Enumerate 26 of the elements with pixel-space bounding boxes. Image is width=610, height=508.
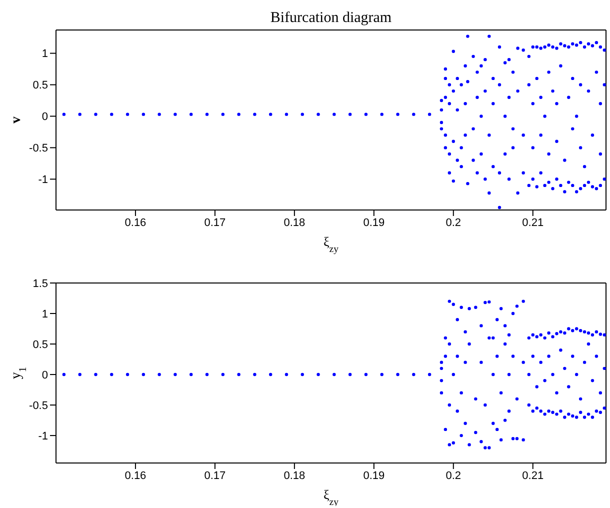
x-tick-label: 0.17 [204,470,226,482]
y-tick-label: 0.5 [32,80,48,92]
y-axis-title: v [9,116,24,124]
x-tick-label: 0.18 [284,216,306,229]
x-axis-title: ξ$_{zy}$ [324,234,339,254]
y-tick-label: 1 [42,48,48,60]
x-tick-label: 0.21 [522,470,544,482]
y-tick-label: 0.5 [32,338,48,351]
x-tick-label: 0.18 [284,470,306,482]
y-tick-label: -1 [38,430,48,442]
y-tick-label: 0 [42,369,48,382]
x-tick-label: 0.19 [363,216,385,229]
x-tick-label: 0.17 [204,216,226,229]
y-tick-label: 0 [42,111,48,124]
y-tick-label: -0.5 [29,142,48,155]
chart-title: Bifurcation diagram [269,10,393,27]
x-tick-label: 0.2 [446,216,462,229]
y-tick-label: -0.5 [29,400,48,412]
x-tick-label: 0.16 [124,470,146,482]
y-tick-label: 1.5 [32,278,48,290]
y-tick-label: -1 [38,174,48,186]
y-tick-label: 1 [42,308,48,320]
x-tick-label: 0.16 [124,216,146,229]
x-tick-label: 0.2 [446,470,462,482]
x-tick-label: 0.21 [522,216,544,229]
x-tick-label: 0.19 [363,470,385,482]
